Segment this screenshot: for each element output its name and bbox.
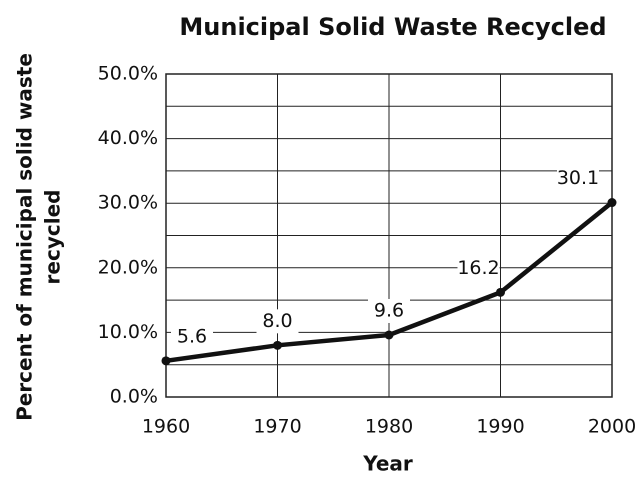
point (273, 340, 282, 350)
plot-frame (165, 73, 613, 398)
data-label: 9.6 (374, 299, 404, 321)
y-tick-label: 0.0% (110, 386, 158, 408)
x-tick-label: 1970 (253, 416, 301, 438)
x-tick-label: 1960 (142, 416, 190, 438)
chart-title: Municipal Solid Waste Recycled (179, 13, 606, 41)
y-tick-label: 40.0% (98, 127, 158, 149)
y-axis-label: recycled (41, 190, 65, 285)
point (607, 198, 617, 208)
y-tick-label: 20.0% (98, 256, 158, 278)
label-background (368, 298, 410, 323)
x-axis-label: Year (362, 452, 413, 476)
x-tick-label: 2000 (588, 416, 636, 438)
y-tick-label: 50.0% (98, 63, 158, 85)
label-background (256, 309, 299, 334)
point (496, 287, 505, 297)
y-tick-label: 30.0% (98, 192, 158, 214)
x-tick-label: 1980 (365, 416, 413, 438)
point (161, 356, 171, 366)
label-background (171, 324, 213, 349)
data-label: 5.6 (177, 325, 207, 347)
data-label: 8.0 (262, 310, 292, 332)
label-background (557, 166, 599, 191)
y-tick-label: 10.0% (98, 321, 158, 343)
data-label: 16.2 (457, 257, 499, 279)
data-label: 30.1 (557, 167, 599, 189)
x-tick-label: 1990 (476, 416, 524, 438)
point (384, 330, 394, 340)
y-axis-label: Percent of municipal solid waste (13, 53, 37, 421)
label-background (457, 256, 500, 281)
